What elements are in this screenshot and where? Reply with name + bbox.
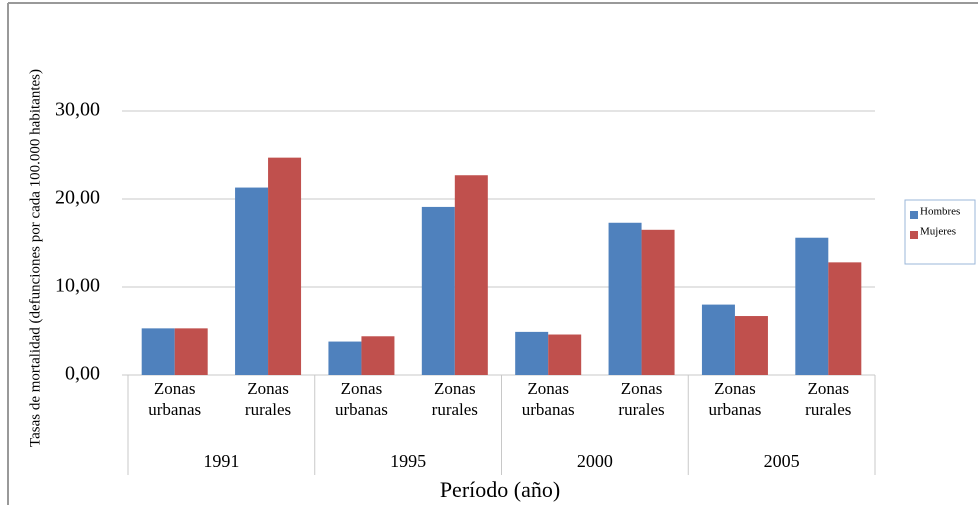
x-axis-label: Período (año) xyxy=(440,477,560,502)
bar xyxy=(548,334,582,375)
bar xyxy=(608,222,642,375)
legend-swatch xyxy=(910,211,918,219)
legend-label: Mujeres xyxy=(920,226,956,238)
legend-swatch xyxy=(910,231,918,239)
bar xyxy=(235,187,269,375)
y-tick-label: 20,00 xyxy=(55,187,100,209)
bar xyxy=(361,336,395,375)
legend-label: Hombres xyxy=(920,206,960,218)
bar xyxy=(268,157,302,375)
y-tick-label: 0,00 xyxy=(65,363,100,385)
y-tick-label: 10,00 xyxy=(55,275,100,297)
bar xyxy=(141,328,175,375)
bar xyxy=(515,331,549,375)
bar xyxy=(174,328,208,375)
y-tick-label: 30,00 xyxy=(55,99,100,121)
x-tick-label: Zonas rurales xyxy=(805,379,852,419)
x-tick-label: Zonas urbanas xyxy=(521,379,575,419)
bar xyxy=(828,262,862,375)
bar xyxy=(795,237,829,375)
bar xyxy=(421,206,455,375)
x-tick-label: Zonas rurales xyxy=(244,379,292,419)
group-label: 1991 xyxy=(203,451,239,471)
bar xyxy=(454,175,488,375)
group-label: 2005 xyxy=(764,451,800,471)
group-label: 2000 xyxy=(577,451,613,471)
x-tick-label: Zonas urbanas xyxy=(335,379,388,419)
y-axis-label: Tasas de mortalidad (defunciones por cad… xyxy=(27,69,43,447)
x-tick-label: Zonas urbanas xyxy=(148,379,202,419)
x-tick-label: Zonas rurales xyxy=(618,379,665,419)
bar xyxy=(641,229,675,375)
x-tick-label: Zonas urbanas xyxy=(708,379,762,419)
bar xyxy=(328,341,362,375)
group-label: 1995 xyxy=(390,451,426,471)
bar xyxy=(701,304,735,375)
x-tick-label: Zonas rurales xyxy=(431,379,478,419)
bar xyxy=(734,316,768,375)
